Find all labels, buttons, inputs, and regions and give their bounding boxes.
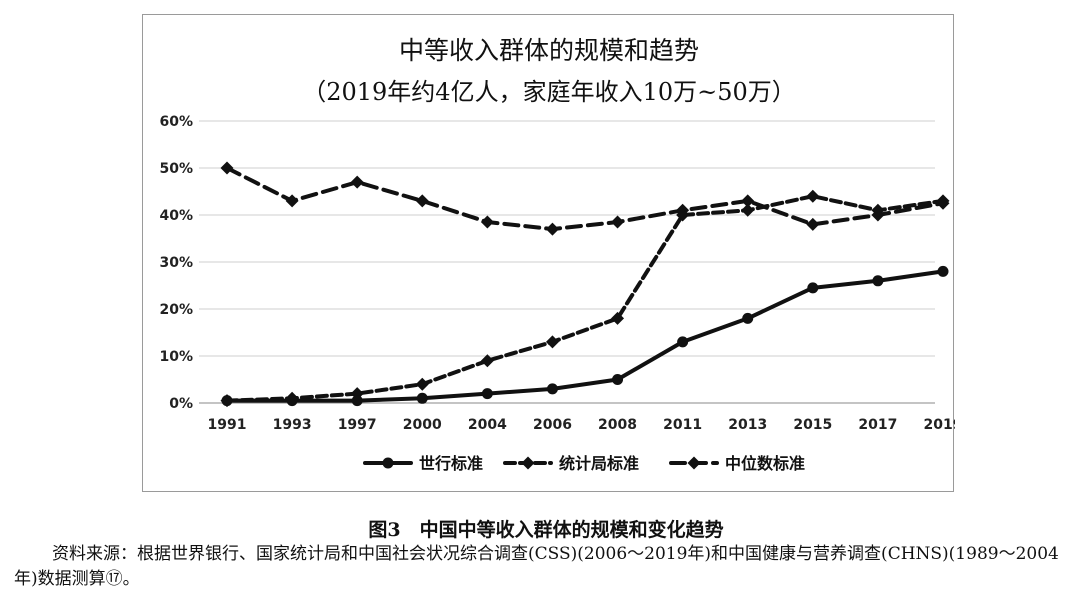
data-point-2 (676, 208, 690, 222)
source-note: 资料来源：根据世界银行、国家统计局和中国社会状况综合调查(CSS)(2006～2… (14, 544, 1059, 589)
data-point-2 (480, 354, 494, 368)
data-point-1 (546, 383, 558, 395)
line-chart: 0% 10% 20% 30% 40% 50% 60% 1991 1993 1997 2000 2004… (159, 114, 955, 473)
data-point-2 (871, 203, 885, 217)
x-tick-label: 2019 (924, 417, 955, 433)
data-point-3 (741, 194, 755, 208)
y-tick-label: 30% (159, 255, 193, 271)
data-point-1 (481, 388, 493, 400)
legend-label: 世行标准 (419, 454, 483, 473)
series-line-2 (225, 194, 945, 403)
x-tick-label: 2017 (858, 417, 897, 433)
series-line-1 (225, 269, 945, 403)
data-point-2 (741, 203, 755, 217)
legend-label: 中位数标准 (725, 454, 805, 473)
chart-subtitle: （2019年约4亿人，家庭年收入10万~50万） (302, 78, 796, 106)
data-point-3 (545, 222, 559, 236)
legend-marker (382, 457, 394, 469)
data-point-3 (350, 175, 364, 189)
figure-caption: 图3 中国中等收入群体的规模和变化趋势 (368, 519, 724, 541)
data-point-1 (937, 265, 949, 277)
data-point-1 (286, 395, 298, 407)
legend-marker (521, 456, 535, 470)
y-tick-label: 0% (169, 396, 193, 412)
data-point-1 (872, 275, 884, 287)
data-point-1 (612, 374, 624, 385)
x-tick-label: 2000 (403, 417, 442, 433)
data-point-1 (221, 395, 233, 407)
data-point-1 (742, 312, 754, 324)
y-tick-label: 10% (159, 349, 193, 365)
y-tick-label: 50% (159, 161, 193, 177)
x-tick-label: 2006 (533, 417, 572, 433)
legend-marker (687, 456, 701, 470)
x-tick-label: 2004 (468, 417, 507, 433)
data-point-1 (351, 395, 363, 407)
x-tick-label: 2015 (793, 417, 832, 433)
data-point-1 (807, 282, 819, 294)
data-point-3 (480, 215, 494, 229)
y-tick-label: 20% (159, 302, 193, 318)
data-point-2 (545, 335, 559, 349)
data-point-2 (415, 377, 429, 391)
y-tick-label: 60% (159, 114, 193, 130)
chart-title: 中等收入群体的规模和趋势 (398, 36, 699, 65)
x-tick-label: 2011 (663, 417, 702, 433)
data-point-2 (611, 311, 625, 325)
x-tick-label: 1993 (273, 417, 312, 433)
data-point-3 (415, 194, 429, 208)
data-point-1 (677, 336, 689, 348)
data-point-2 (806, 189, 820, 203)
x-tick-label: 1997 (338, 417, 377, 433)
data-point-3 (220, 161, 234, 175)
series-line-3 (225, 166, 945, 232)
data-point-3 (285, 194, 299, 208)
data-point-2 (936, 194, 950, 208)
y-tick-label: 40% (159, 208, 193, 224)
legend-label: 统计局标准 (559, 454, 639, 473)
x-tick-label: 2008 (598, 417, 637, 433)
chart-frame: 中等收入群体的规模和趋势 （2019年约4亿人，家庭年收入10万~50万） 0%… (142, 14, 955, 492)
data-point-3 (611, 215, 625, 229)
x-tick-label: 1991 (208, 417, 247, 433)
data-point-1 (416, 392, 428, 404)
x-tick-label: 2013 (728, 417, 767, 433)
data-point-3 (806, 217, 820, 231)
